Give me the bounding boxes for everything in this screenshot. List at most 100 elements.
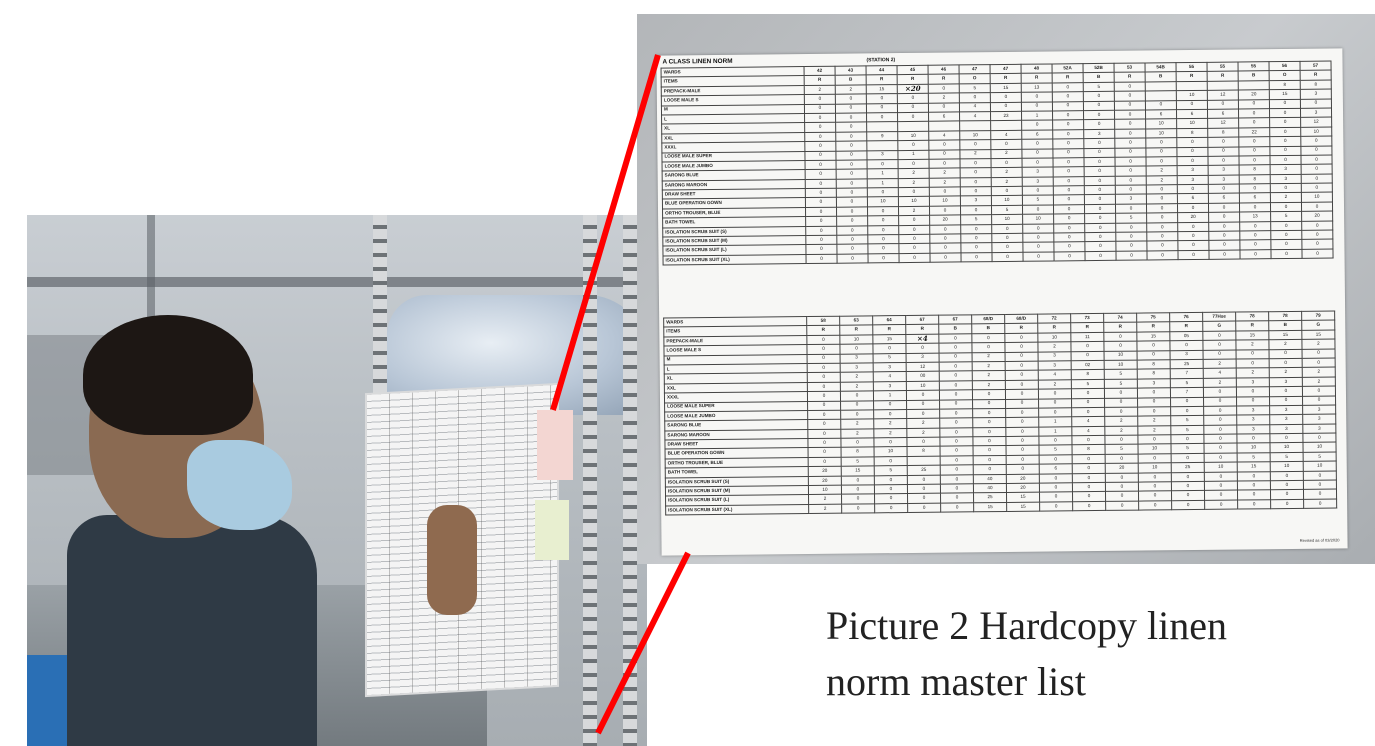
table-cell: 10 bbox=[1269, 442, 1304, 453]
table-cell: 2 bbox=[906, 418, 940, 429]
table-cell: 20 bbox=[808, 466, 842, 477]
table-cell: 0 bbox=[1176, 99, 1208, 110]
table-cell: 0 bbox=[805, 188, 837, 199]
table-cell: 20 bbox=[1301, 211, 1333, 221]
table-cell: 0 bbox=[1071, 397, 1105, 408]
table-cell: 0 bbox=[928, 149, 960, 160]
class-header: R bbox=[866, 74, 898, 85]
table-cell: 0 bbox=[841, 475, 875, 486]
table-cell: 0 bbox=[807, 400, 841, 411]
table-cell: 0 bbox=[867, 159, 899, 170]
table-cell: 0 bbox=[1038, 398, 1072, 409]
table-cell: 40 bbox=[973, 474, 1007, 484]
table-cell: 0 bbox=[806, 334, 840, 345]
table-cell: 0 bbox=[1021, 148, 1053, 159]
table-cell: 0 bbox=[1038, 388, 1072, 399]
table-cell bbox=[1145, 90, 1177, 101]
table-cell: 0 bbox=[1301, 173, 1333, 184]
table-cell: 0 bbox=[1083, 138, 1115, 149]
table-cell: 20 bbox=[808, 475, 842, 486]
table-cell: 0 bbox=[1052, 82, 1084, 93]
table-cell: 10 bbox=[874, 446, 908, 457]
table-cell: 0 bbox=[1203, 387, 1237, 397]
table-cell: 1 bbox=[1021, 110, 1053, 121]
table-cell: 0 bbox=[1004, 332, 1038, 343]
table-cell: 0 bbox=[867, 215, 899, 226]
table-cell: 0 bbox=[1269, 348, 1303, 359]
table-cell: 4 bbox=[1203, 368, 1237, 379]
table-cell: 0 bbox=[1115, 232, 1147, 242]
table-cell: 5 bbox=[1104, 369, 1138, 380]
table-cell: 5 bbox=[1170, 415, 1204, 426]
table-cell: 0 bbox=[1300, 136, 1332, 146]
table-cell: 0 bbox=[907, 474, 941, 485]
table-cell: 0 bbox=[991, 242, 1023, 253]
table-cell: 0 bbox=[1238, 99, 1270, 109]
table-cell: 0 bbox=[1237, 490, 1271, 500]
table-cell: 0 bbox=[1039, 501, 1073, 512]
table-cell: 3 bbox=[1300, 89, 1332, 99]
table-cell: 0 bbox=[1146, 212, 1178, 223]
table-cell: 3 bbox=[873, 381, 907, 391]
table-cell: 13 bbox=[1239, 211, 1271, 222]
table-cell: 0 bbox=[897, 112, 929, 122]
table-cell: 0 bbox=[1145, 137, 1177, 148]
table-cell: 0 bbox=[1052, 91, 1084, 102]
table-cell: 0 bbox=[1171, 481, 1205, 492]
table-cell: 0 bbox=[939, 408, 973, 419]
table-cell: 0 bbox=[1171, 453, 1205, 463]
table-cell: 0 bbox=[1303, 480, 1337, 490]
table-cell: 0 bbox=[960, 224, 992, 234]
table-cell: 1 bbox=[867, 168, 899, 179]
table-cell: 0 bbox=[1302, 395, 1336, 406]
table-cell: 0 bbox=[807, 353, 841, 364]
table-cell: 3 bbox=[1208, 174, 1240, 185]
table-cell: 0 bbox=[1083, 110, 1115, 120]
table-cell: 5 bbox=[1115, 213, 1147, 223]
table-cell: 0 bbox=[1203, 405, 1237, 416]
table-cell: 0 bbox=[1021, 139, 1053, 149]
table-cell: 0 bbox=[929, 158, 961, 169]
table-cell: 0 bbox=[1208, 184, 1240, 194]
sticky-note-pink bbox=[537, 410, 573, 480]
table-cell: 0 bbox=[1270, 249, 1303, 259]
worker-hand bbox=[427, 505, 477, 615]
table-cell: 0 bbox=[873, 437, 908, 448]
table-cell: 0 bbox=[1084, 204, 1116, 214]
table-cell: 0 bbox=[939, 399, 973, 410]
table-cell: 0 bbox=[1053, 195, 1085, 205]
table-cell: 0 bbox=[1052, 129, 1084, 140]
table-cell bbox=[1207, 80, 1239, 91]
table-cell: 0 bbox=[835, 94, 867, 104]
table-cell: 0 bbox=[1204, 452, 1238, 463]
table-cell: 0 bbox=[1202, 340, 1237, 350]
table-cell: 0 bbox=[905, 343, 940, 354]
table-cell: 5 bbox=[1270, 452, 1304, 462]
table-cell: 0 bbox=[1138, 472, 1172, 483]
ward-header: 58 bbox=[806, 316, 840, 326]
table-cell: 0 bbox=[1071, 407, 1105, 418]
table-cell: 12 bbox=[906, 362, 940, 372]
table-cell: 0 bbox=[807, 391, 841, 402]
table-cell: 0 bbox=[1203, 349, 1237, 360]
table-cell bbox=[1176, 81, 1208, 91]
table-cell: 0 bbox=[1239, 202, 1271, 213]
table-cell: 0 bbox=[990, 158, 1023, 168]
table-cell: 5 bbox=[991, 205, 1023, 215]
class-header: R bbox=[905, 324, 939, 335]
table-cell: 5 bbox=[1170, 425, 1204, 435]
table-cell: 0 bbox=[1236, 433, 1270, 444]
table-cell: 10 bbox=[1104, 360, 1138, 370]
table-cell: 2 bbox=[840, 419, 874, 429]
table-cell: 0 bbox=[874, 484, 908, 495]
table-cell: 0 bbox=[1176, 146, 1208, 157]
table-cell: 0 bbox=[1177, 184, 1209, 195]
table-cell: 5 bbox=[1270, 211, 1302, 222]
table-cell: 0 bbox=[1053, 242, 1085, 252]
class-header: R bbox=[839, 325, 873, 335]
table-cell: 0 bbox=[1238, 108, 1270, 119]
table-cell bbox=[959, 120, 991, 131]
table-cell: 0 bbox=[841, 503, 875, 514]
class-header: R bbox=[1207, 71, 1239, 82]
table-cell: 3 bbox=[1269, 424, 1303, 434]
